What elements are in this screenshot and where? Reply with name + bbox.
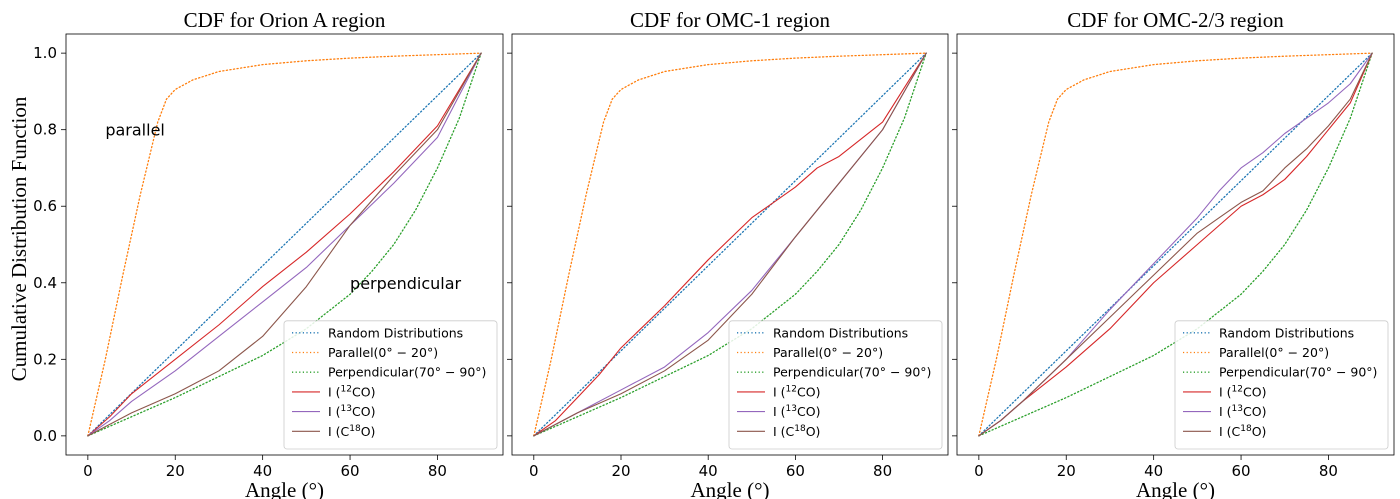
panel-1-series-parallel-0-20 bbox=[87, 52, 482, 437]
panel-1-x-tick-label: 80 bbox=[428, 462, 447, 480]
panel-3-x-tick-label: 20 bbox=[1057, 462, 1076, 480]
panel-1-x-tick-label: 20 bbox=[166, 462, 185, 480]
panel-1-legend-label: Parallel(0° − 20°) bbox=[328, 345, 438, 360]
panel-3-x-tick-label: 60 bbox=[1232, 462, 1251, 480]
panel-2-legend-box bbox=[728, 320, 943, 450]
panel-1-series-random-distributions bbox=[87, 52, 482, 437]
panel-1-annotation-perpendicular: perpendicular bbox=[350, 274, 462, 293]
panel-3-series-i-co bbox=[978, 52, 1373, 437]
panel-2: CDF for OMC-1 region Angle (°) 0 20 40 60 80… bbox=[507, 8, 949, 499]
panel-3-legend-label: Perpendicular(70° − 90°) bbox=[1219, 365, 1377, 380]
panel-2-legend-label: I (12CO) bbox=[773, 384, 820, 399]
panel-1-y-tick-label: 0.0 bbox=[33, 427, 57, 445]
panel-2-x-axis-label: Angle (°) bbox=[691, 478, 770, 499]
panel-2-title: CDF for OMC-1 region bbox=[630, 8, 831, 32]
panel-1-legend-label: I (13CO) bbox=[328, 404, 375, 419]
panel-1-legend-box bbox=[283, 320, 498, 450]
panel-3-legend-label: Random Distributions bbox=[1219, 325, 1354, 340]
panel-1-legend-label: I (12CO) bbox=[328, 384, 375, 399]
panel-1-legend-label: Random Distributions bbox=[328, 325, 463, 340]
panel-2-x-tick-label: 40 bbox=[699, 462, 718, 480]
panel-1-annotations: parallel perpendicular bbox=[105, 121, 461, 293]
panel-3-legend-label: Parallel(0° − 20°) bbox=[1219, 345, 1329, 360]
panel-2-legend: Random Distributions Parallel(0° − 20°) Pe… bbox=[728, 320, 943, 450]
panel-3-title: CDF for OMC-2/3 region bbox=[1067, 8, 1284, 32]
panel-1-y-tick-label: 0.4 bbox=[33, 274, 57, 292]
panel-2-series-i-c-o bbox=[533, 52, 927, 437]
panel-2-x-tick-label: 60 bbox=[786, 462, 805, 480]
panel-1-legend: Random Distributions Parallel(0° − 20°) Pe… bbox=[283, 320, 498, 450]
panel-2-legend-label: I (13CO) bbox=[773, 404, 820, 419]
panel-3-series bbox=[978, 52, 1373, 437]
panel-3-legend-label: I (12CO) bbox=[1219, 384, 1266, 399]
panel-1: CDF for Orion A region Angle (°) 0 20 40 60… bbox=[33, 8, 504, 499]
panel-2-legend-label: Perpendicular(70° − 90°) bbox=[773, 365, 931, 380]
panel-3-legend: Random Distributions Parallel(0° − 20°) Pe… bbox=[1174, 320, 1389, 450]
panel-1-series-i-co bbox=[87, 52, 482, 437]
panel-1-legend-label: I (C18O) bbox=[328, 424, 375, 439]
panel-2-series-parallel-0-20 bbox=[533, 52, 927, 437]
panel-2-series-perpendicular-70-90 bbox=[533, 52, 927, 437]
y-axis-label: Cumulative Distribution Function bbox=[7, 96, 31, 381]
panel-1-series bbox=[87, 52, 482, 437]
panel-1-y-tick-label: 0.8 bbox=[33, 121, 57, 139]
panel-3-series-parallel-0-20 bbox=[978, 52, 1373, 437]
panel-3-legend-label: I (13CO) bbox=[1219, 404, 1266, 419]
panel-3-legend-label: I (C18O) bbox=[1219, 424, 1266, 439]
panel-2-x-tick-label: 20 bbox=[611, 462, 630, 480]
panel-2-legend-label: Random Distributions bbox=[773, 325, 908, 340]
panel-3-series-random-distributions bbox=[978, 52, 1373, 437]
panel-1-legend-label: Perpendicular(70° − 90°) bbox=[328, 365, 486, 380]
panel-3-x-tick-label: 0 bbox=[974, 462, 984, 480]
panel-2-ticks: 0 20 40 60 80 bbox=[507, 52, 892, 480]
panel-1-series-perpendicular-70-90 bbox=[87, 52, 482, 437]
panel-1-series-i-c-o bbox=[87, 52, 482, 437]
panel-1-y-tick-label: 0.2 bbox=[33, 350, 57, 368]
panel-3-legend-box bbox=[1174, 320, 1389, 450]
panel-1-x-tick-label: 60 bbox=[341, 462, 360, 480]
panel-3-x-tick-label: 40 bbox=[1144, 462, 1163, 480]
panel-2-legend-label: Parallel(0° − 20°) bbox=[773, 345, 883, 360]
panel-3-ticks: 0 20 40 60 80 bbox=[952, 52, 1338, 480]
panel-1-x-tick-label: 0 bbox=[83, 462, 93, 480]
panel-2-legend-label: I (C18O) bbox=[773, 424, 820, 439]
panel-3: CDF for OMC-2/3 region Angle (°) 0 20 40 60… bbox=[952, 8, 1395, 499]
panel-2-series bbox=[533, 52, 927, 437]
panel-1-ticks: 0 20 40 60 80 0.0 0.2 0.4 0.6 0.8 1.0 bbox=[33, 44, 447, 480]
panel-1-annotation-parallel: parallel bbox=[105, 121, 165, 140]
panel-1-y-tick-label: 0.6 bbox=[33, 197, 57, 215]
panel-2-x-tick-label: 0 bbox=[529, 462, 539, 480]
panel-1-x-axis-label: Angle (°) bbox=[245, 478, 324, 499]
panel-1-series-i-co bbox=[87, 52, 482, 437]
panel-3-x-axis-label: Angle (°) bbox=[1136, 478, 1215, 499]
panel-3-series-i-c-o bbox=[978, 52, 1373, 437]
panel-1-title: CDF for Orion A region bbox=[184, 8, 386, 32]
panel-3-series-perpendicular-70-90 bbox=[978, 52, 1373, 437]
panel-2-series-random-distributions bbox=[533, 52, 927, 437]
panel-1-y-tick-label: 1.0 bbox=[33, 44, 57, 62]
panel-2-series-i-co bbox=[533, 52, 927, 437]
panel-1-x-tick-label: 40 bbox=[253, 462, 272, 480]
panel-3-x-tick-label: 80 bbox=[1319, 462, 1338, 480]
panel-2-x-tick-label: 80 bbox=[873, 462, 892, 480]
